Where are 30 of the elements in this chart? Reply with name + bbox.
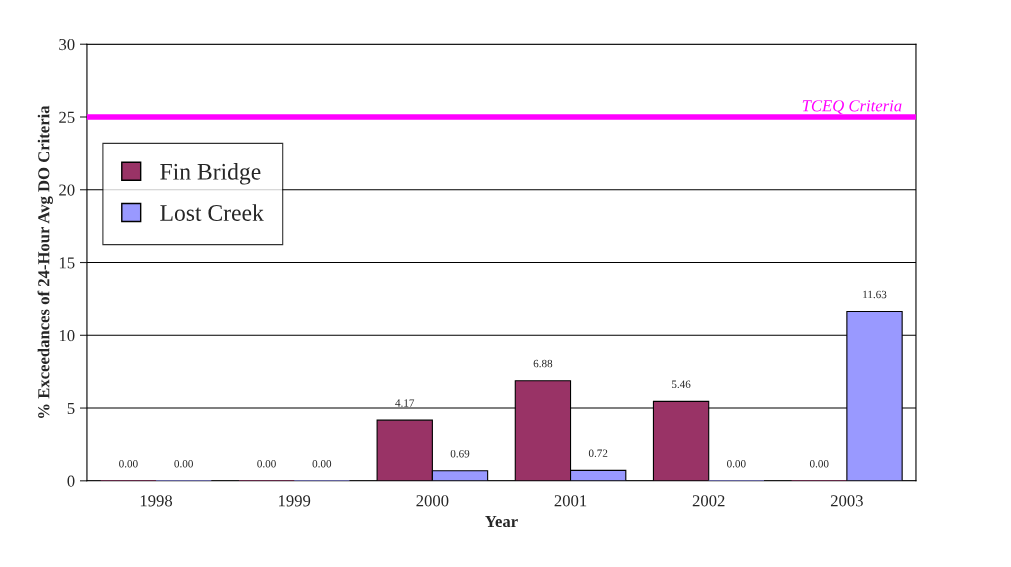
x-tick-label: 1998 xyxy=(140,495,173,507)
data-label: 0.00 xyxy=(727,459,746,468)
data-label: 6.88 xyxy=(533,359,553,368)
y-tick-label: 30 xyxy=(59,38,75,51)
y-tick-label: 0 xyxy=(67,475,75,487)
x-tick-label: 2003 xyxy=(830,495,863,507)
y-tick-label: 15 xyxy=(59,257,75,269)
ref-line-label: TCEQ Criteria xyxy=(802,100,902,114)
data-label: 0.00 xyxy=(257,459,276,468)
data-label: 0.00 xyxy=(119,459,138,468)
legend-label: Lost Creek xyxy=(160,204,264,221)
data-label: 11.63 xyxy=(863,290,887,299)
data-label: 0.72 xyxy=(588,449,608,458)
y-tick-label: 25 xyxy=(59,111,75,123)
data-label: 4.17 xyxy=(395,399,415,407)
x-axis-title: Year xyxy=(485,516,518,528)
x-tick-label: 2002 xyxy=(692,495,725,507)
y-tick-label: 5 xyxy=(67,402,75,414)
x-tick-label: 2000 xyxy=(416,495,449,507)
data-label: 0.69 xyxy=(450,449,470,458)
legend-label: Fin Bridge xyxy=(160,163,261,185)
data-label: 5.46 xyxy=(672,380,691,389)
data-label: 0.00 xyxy=(809,459,829,468)
x-tick-label: 2001 xyxy=(554,495,587,507)
y-tick-label: 20 xyxy=(59,184,75,196)
y-axis-title: % Exceedances of 24-Hour Avg DO Criteria xyxy=(37,105,53,418)
data-label: 0.00 xyxy=(312,459,332,468)
data-label: 0.00 xyxy=(174,459,193,468)
y-tick-label: 10 xyxy=(59,329,75,342)
x-tick-label: 1999 xyxy=(279,495,311,507)
